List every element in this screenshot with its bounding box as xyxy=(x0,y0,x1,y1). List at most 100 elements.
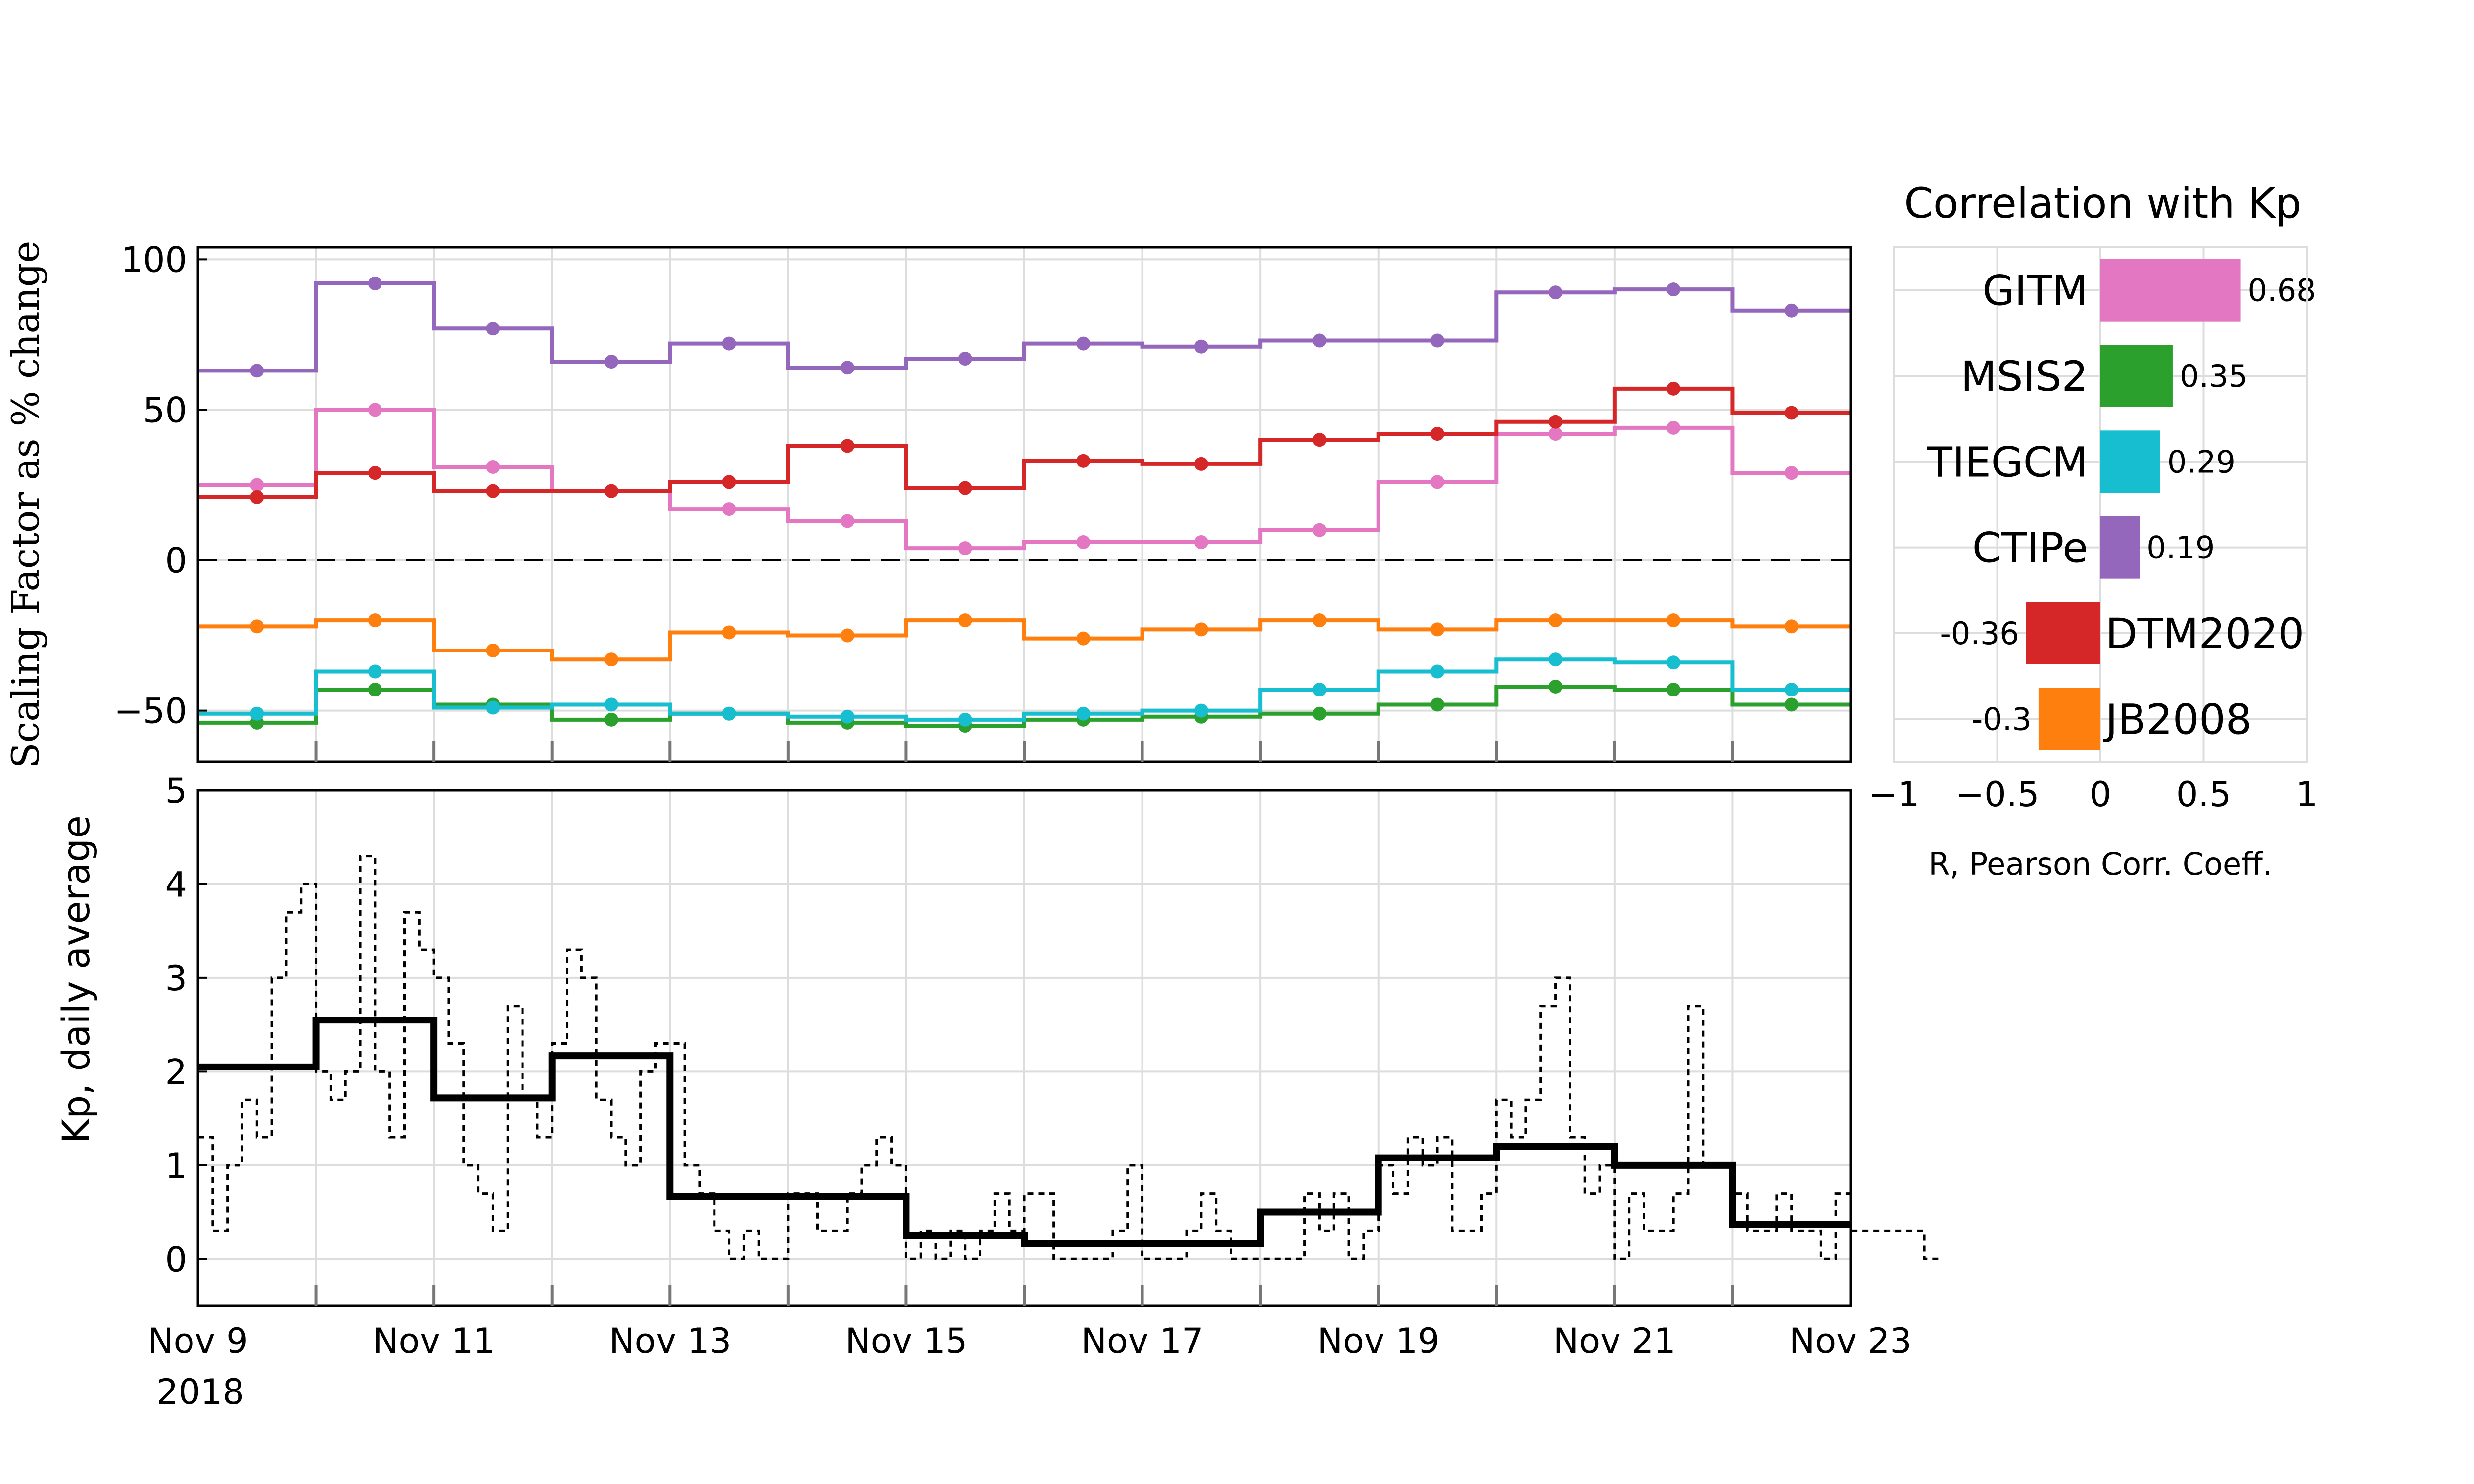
series-point-tiegcm xyxy=(1430,664,1444,679)
series-point-dtm2020 xyxy=(1784,406,1799,420)
series-point-ctipe xyxy=(1548,285,1563,300)
series-point-gitm xyxy=(1312,523,1327,537)
correlation-category-label: CTIPe xyxy=(1972,524,2088,572)
series-point-tiegcm xyxy=(958,712,972,727)
x-tick-year: 2018 xyxy=(156,1372,244,1412)
x-tick-label: Nov 23 xyxy=(1789,1321,1912,1361)
bottom-axis-ticks: 5 4 3 2 1 0 Nov 9 Nov 11 Nov 13 Nov 15 Nov 17 Nov 1… xyxy=(147,771,1912,1361)
correlation-panel: Correlation with Kp GITM 0.68 MSIS2 0.35 TIE… xyxy=(1868,179,2318,882)
correlation-title: Correlation with Kp xyxy=(1904,179,2301,228)
series-point-ctipe xyxy=(722,336,736,351)
series-point-ctipe xyxy=(1430,333,1444,348)
series-point-jb2008 xyxy=(840,628,855,643)
correlation-category-label: GITM xyxy=(1982,267,2088,315)
correlation-value-label: 0.68 xyxy=(2248,273,2316,309)
series-point-tiegcm xyxy=(1312,683,1327,697)
series-line-gitm xyxy=(198,408,1851,551)
series-point-gitm xyxy=(250,478,264,492)
series-point-tiegcm xyxy=(1194,703,1208,718)
correlation-x-ticks: −1 −0.5 0 0.5 1 xyxy=(1868,774,2318,815)
series-point-dtm2020 xyxy=(1666,381,1681,396)
series-point-gitm xyxy=(1430,475,1444,489)
correlation-value-label: 0.35 xyxy=(2180,358,2248,394)
series-point-dtm2020 xyxy=(250,490,264,504)
series-point-tiegcm xyxy=(1666,655,1681,670)
series-point-tiegcm xyxy=(604,697,618,712)
series-point-dtm2020 xyxy=(840,439,855,453)
top-y-ticks: 100 50 0 −50 xyxy=(114,239,1734,762)
x-tick-label: Nov 19 xyxy=(1317,1321,1440,1361)
bottom-y-tick-label: 0 xyxy=(165,1239,187,1280)
correlation-bar-jb2008 xyxy=(2038,688,2100,750)
series-point-tiegcm xyxy=(1784,683,1799,697)
series-point-dtm2020 xyxy=(958,481,972,495)
series-point-gitm xyxy=(840,514,855,528)
kp-series xyxy=(198,855,1939,1260)
x-tick-label: Nov 15 xyxy=(845,1321,967,1361)
series-point-jb2008 xyxy=(958,613,972,628)
series-point-jb2008 xyxy=(1784,619,1799,634)
series-point-gitm xyxy=(1076,535,1091,550)
bottom-y-axis-label: Kp, daily average xyxy=(54,815,98,1144)
series-point-gitm xyxy=(1666,420,1681,435)
x-tick-label: Nov 11 xyxy=(373,1321,495,1361)
series-point-ctipe xyxy=(1076,336,1091,351)
bottom-y-tick-label: 1 xyxy=(165,1146,187,1186)
series-point-dtm2020 xyxy=(1076,454,1091,468)
correlation-grid xyxy=(1893,247,2308,762)
series-point-jb2008 xyxy=(250,619,264,634)
bottom-y-tick-label: 5 xyxy=(165,771,187,811)
bottom-y-tick-label: 4 xyxy=(165,864,187,905)
series-point-jb2008 xyxy=(1430,622,1444,637)
correlation-category-label: TIEGCM xyxy=(1927,438,2088,486)
series-point-msis2 xyxy=(1430,697,1444,712)
correlation-category-label: JB2008 xyxy=(2103,695,2252,743)
correlation-frame xyxy=(1893,246,2308,763)
series-point-ctipe xyxy=(368,276,382,290)
series-point-jb2008 xyxy=(1194,622,1208,637)
correlation-bars: GITM 0.68 MSIS2 0.35 TIEGCM 0.29 CTIPe 0.19 DTM2… xyxy=(1893,246,2316,763)
series-point-tiegcm xyxy=(1076,706,1091,721)
series-point-gitm xyxy=(1194,535,1208,550)
kp-daily-average-line xyxy=(198,1017,1851,1247)
series-point-tiegcm xyxy=(840,709,855,724)
series-point-ctipe xyxy=(486,322,500,336)
kp-3hour-line xyxy=(198,855,1939,1260)
x-tick-label: Nov 17 xyxy=(1081,1321,1204,1361)
series-point-ctipe xyxy=(1312,333,1327,348)
correlation-value-label: 0.19 xyxy=(2146,530,2215,566)
series-point-msis2 xyxy=(604,712,618,727)
series-point-dtm2020 xyxy=(1548,415,1563,429)
correlation-bar-gitm xyxy=(2100,259,2241,322)
series-point-gitm xyxy=(368,403,382,417)
series-point-tiegcm xyxy=(722,706,736,721)
series-point-gitm xyxy=(486,460,500,474)
bottom-y-tick-label: 2 xyxy=(165,1052,187,1092)
top-y-tick-label: 50 xyxy=(143,390,187,430)
correlation-bar-msis2 xyxy=(2100,345,2173,407)
series-point-jb2008 xyxy=(1312,613,1327,628)
series-point-tiegcm xyxy=(1548,652,1563,667)
series-point-msis2 xyxy=(1548,679,1563,694)
series-point-dtm2020 xyxy=(722,475,736,489)
series-point-jb2008 xyxy=(1076,631,1091,646)
series-point-gitm xyxy=(1548,427,1563,441)
correlation-category-label: DTM2020 xyxy=(2105,609,2304,658)
correlation-x-tick-label: 0.5 xyxy=(2176,774,2231,815)
series-point-jb2008 xyxy=(1548,613,1563,628)
series-point-dtm2020 xyxy=(1312,433,1327,447)
series-point-dtm2020 xyxy=(368,466,382,480)
correlation-x-tick-label: 0 xyxy=(2090,774,2112,815)
series-point-ctipe xyxy=(604,355,618,369)
scaling-factor-series xyxy=(198,276,1851,733)
correlation-x-tick-label: −0.5 xyxy=(1955,774,2040,815)
series-point-ctipe xyxy=(1784,303,1799,318)
correlation-x-axis-label: R, Pearson Corr. Coeff. xyxy=(1928,846,2272,882)
correlation-value-label: 0.29 xyxy=(2167,444,2236,480)
series-point-tiegcm xyxy=(486,700,500,715)
correlation-value-label: -0.36 xyxy=(1940,615,2019,651)
series-line-jb2008 xyxy=(198,618,1851,662)
x-tick-label: Nov 9 xyxy=(147,1321,248,1361)
series-point-ctipe xyxy=(1194,339,1208,354)
series-point-dtm2020 xyxy=(1194,457,1208,471)
